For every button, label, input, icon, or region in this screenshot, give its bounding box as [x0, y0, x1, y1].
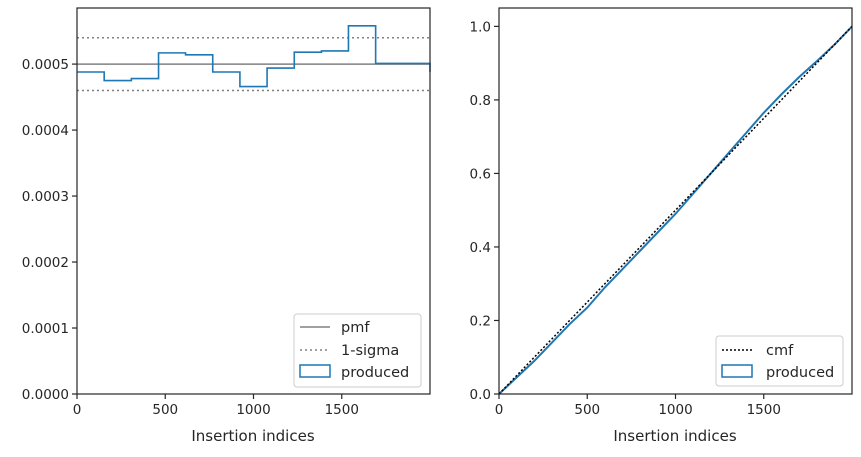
right-x-tick-label: 1000: [658, 402, 692, 418]
left-y-tick-label: 0.0003: [22, 189, 69, 205]
cmf-panel: 0 500 1000 1500 0.0 0.2 0.4 0.6 0.8 1.0 Insertion…: [470, 7, 853, 445]
legend-pmf-label: pmf: [341, 320, 370, 336]
produced-cumulative-line: [498, 25, 853, 395]
legend-cmf-label: cmf: [766, 343, 794, 359]
right-legend-box: [715, 335, 844, 387]
left-legend-box: [293, 313, 422, 388]
left-x-tick-label: 1500: [325, 402, 359, 418]
right-legend: cmf produced: [715, 335, 844, 387]
legend-produced-label: produced: [341, 365, 409, 381]
left-x-tick-label: 500: [152, 402, 178, 418]
legend-produced-swatch: [299, 364, 331, 378]
legend-sigma-label: 1-sigma: [341, 343, 399, 359]
left-y-tick-label: 0.0005: [22, 57, 69, 73]
right-x-tick-label: 0: [495, 402, 504, 418]
legend-produced2-swatch: [721, 364, 753, 378]
histogram-panel: 0 500 1000 1500 0.0000 0.0001 0.0002 0.0003 0.00…: [22, 7, 431, 445]
right-x-tick-label: 500: [574, 402, 600, 418]
right-x-axis-label: Insertion indices: [613, 427, 736, 445]
left-y-tick-label: 0.0000: [22, 387, 69, 403]
left-x-tick-label: 1000: [236, 402, 270, 418]
right-y-tick-label: 0.8: [470, 93, 491, 109]
right-y-tick-label: 0.6: [470, 166, 491, 182]
cmf-line: [498, 25, 853, 395]
left-x-tick-label: 0: [73, 402, 82, 418]
right-y-tick-label: 0.0: [470, 387, 491, 403]
right-y-tick-label: 0.2: [470, 313, 491, 329]
right-y-tick-label: 0.4: [470, 240, 491, 256]
left-x-axis-label: Insertion indices: [191, 427, 314, 445]
right-y-tick-label: 1.0: [470, 19, 491, 35]
left-legend: pmf 1-sigma produced: [293, 313, 422, 388]
legend-produced2-label: produced: [766, 365, 834, 381]
left-y-tick-label: 0.0002: [22, 255, 69, 271]
left-y-tick-label: 0.0001: [22, 321, 69, 337]
right-x-tick-label: 1500: [747, 402, 781, 418]
left-y-tick-label: 0.0004: [22, 123, 69, 139]
produced-histogram-step: [77, 25, 431, 88]
